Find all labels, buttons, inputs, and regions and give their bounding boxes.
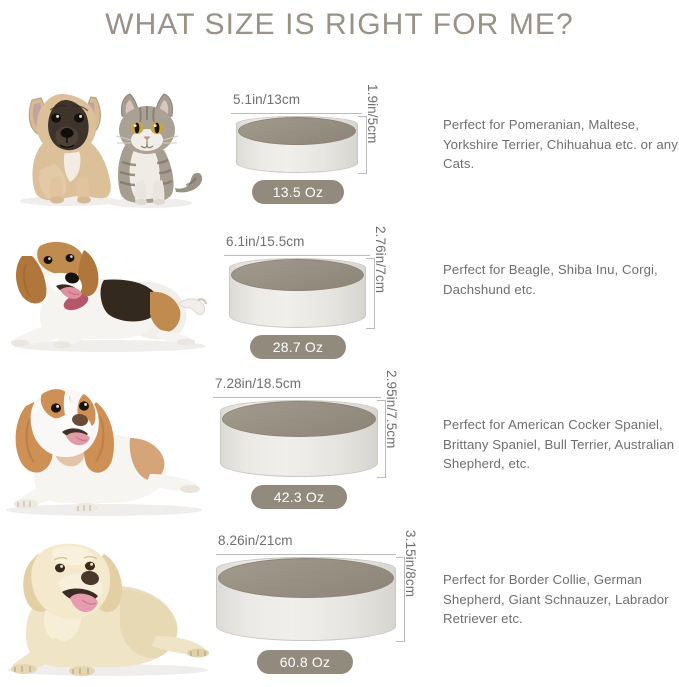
height-tick-bottom bbox=[366, 328, 375, 329]
bowl-illustration-cell: 5.1in/13cm 1.9in/5cm 13.5 Oz bbox=[200, 70, 430, 220]
height-dimension-line bbox=[366, 116, 367, 173]
capacity-badge: 60.8 Oz bbox=[257, 650, 353, 674]
bowl-illustration-cell: 8.26in/21cm 3.15in/8cm 60.8 Oz bbox=[200, 530, 430, 687]
height-tick-top bbox=[358, 116, 367, 117]
description-cell: Perfect for Pomeranian, Maltese, Yorkshi… bbox=[438, 70, 679, 220]
size-description: Perfect for American Cocker Spaniel, Bri… bbox=[443, 417, 675, 471]
bowl-illustration-cell: 6.1in/15.5cm 2.76in/7cm 28.7 Oz bbox=[200, 220, 430, 370]
height-dimension-line bbox=[374, 258, 375, 328]
width-dimension-line bbox=[231, 113, 362, 114]
height-tick-bottom bbox=[358, 173, 367, 174]
width-dimension-label: 6.1in/15.5cm bbox=[226, 234, 305, 249]
bowl-graphic bbox=[236, 116, 358, 173]
beagle-illustration bbox=[11, 241, 207, 352]
bowl-graphic bbox=[229, 258, 366, 328]
description-cell: Perfect for American Cocker Spaniel, Bri… bbox=[438, 370, 679, 530]
animal-photo-french-bulldog-puppy-and-tabby-kitten bbox=[0, 70, 218, 220]
height-tick-top bbox=[377, 400, 386, 401]
size-row: 7.28in/18.5cm 2.95in/7.5cm 42.3 Oz Perfe… bbox=[0, 370, 679, 530]
width-dimension-label: 5.1in/13cm bbox=[233, 92, 301, 107]
bowl-rim bbox=[222, 401, 376, 437]
puppy-kitten-illustration bbox=[20, 93, 203, 208]
height-dimension-label: 3.15in/8cm bbox=[403, 530, 418, 598]
bowl-illustration-cell: 7.28in/18.5cm 2.95in/7.5cm 42.3 Oz bbox=[200, 370, 430, 530]
capacity-badge: 28.7 Oz bbox=[250, 335, 346, 359]
description-cell: Perfect for Beagle, Shiba Inu, Corgi, Da… bbox=[438, 220, 679, 370]
bowl-graphic bbox=[216, 557, 396, 641]
size-description: Perfect for Beagle, Shiba Inu, Corgi, Da… bbox=[443, 262, 658, 297]
height-tick-bottom bbox=[396, 641, 405, 642]
height-dimension-label: 2.95in/7.5cm bbox=[384, 370, 399, 449]
size-row: 6.1in/15.5cm 2.76in/7cm 28.7 Oz Perfect … bbox=[0, 220, 679, 370]
animal-photo-beagle-lying-down bbox=[0, 220, 218, 370]
width-dimension-label: 7.28in/18.5cm bbox=[215, 376, 302, 391]
bowl-rim bbox=[231, 259, 364, 291]
capacity-badge: 13.5 Oz bbox=[252, 180, 344, 204]
size-row: 8.26in/21cm 3.15in/8cm 60.8 Oz Perfect f… bbox=[0, 530, 679, 687]
width-dimension-label: 8.26in/21cm bbox=[218, 533, 293, 548]
height-dimension-label: 1.9in/5cm bbox=[365, 84, 380, 144]
height-dimension-label: 2.76in/7cm bbox=[373, 226, 388, 294]
bowl-rim bbox=[218, 558, 394, 598]
height-dimension-line bbox=[404, 557, 405, 641]
width-dimension-line bbox=[213, 397, 381, 398]
bowl-rim bbox=[238, 117, 356, 145]
labrador-illustration bbox=[8, 543, 209, 676]
cocker-spaniel-illustration bbox=[6, 389, 202, 516]
capacity-badge: 42.3 Oz bbox=[251, 485, 347, 509]
animal-photo-yellow-labrador-retriever-lying-down bbox=[0, 530, 218, 687]
size-description: Perfect for Border Collie, German Shephe… bbox=[443, 572, 669, 626]
height-tick-top bbox=[396, 557, 405, 558]
bowl-graphic bbox=[220, 400, 378, 477]
size-description: Perfect for Pomeranian, Maltese, Yorkshi… bbox=[443, 117, 678, 171]
animal-photo-english-cocker-spaniel-lying-down bbox=[0, 370, 218, 530]
page-title: WHAT SIZE IS RIGHT FOR ME? bbox=[105, 8, 574, 41]
height-dimension-line bbox=[385, 400, 386, 477]
description-cell: Perfect for Border Collie, German Shephe… bbox=[438, 530, 679, 687]
size-row: 5.1in/13cm 1.9in/5cm 13.5 Oz Perfect for… bbox=[0, 70, 679, 220]
width-dimension-line bbox=[216, 554, 396, 555]
height-tick-bottom bbox=[377, 477, 386, 478]
height-tick-top bbox=[366, 258, 375, 259]
width-dimension-line bbox=[224, 255, 370, 256]
